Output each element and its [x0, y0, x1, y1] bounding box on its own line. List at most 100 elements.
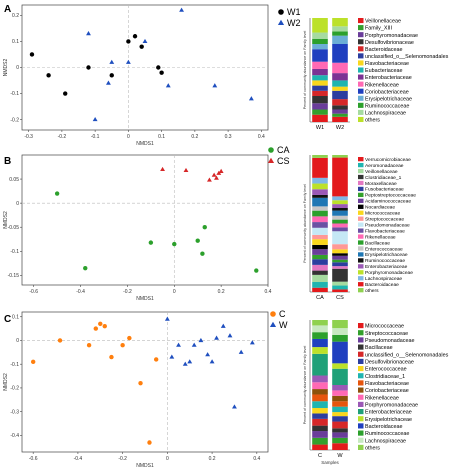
panel-c-bar-segment-w [332, 341, 348, 364]
panel-a-bar-segment-w1 [312, 49, 328, 62]
panel-c-letter: C [4, 314, 11, 325]
panel-b-legend-swatch [358, 222, 364, 227]
panel-a-bar-segment-w2 [332, 116, 348, 122]
panel-c-y-tick-label: -0.3 [10, 409, 19, 415]
panel-b-bar-segment-cs [332, 281, 348, 286]
panel-c-point-w [232, 404, 237, 409]
panel-c-legend-entry: others [365, 446, 380, 452]
panel-a-x-tick-label: -0.1 [91, 134, 100, 140]
panel-a-legend-entry: Flavobacteriaceae [365, 61, 409, 67]
panel-c-bar-segment-w [332, 437, 348, 444]
panel-b-legend-swatch [358, 240, 364, 245]
panel-c-bar-segment-c [312, 408, 328, 414]
panel-c-legend-swatch [358, 344, 364, 350]
panel-b-point-ca [54, 191, 60, 196]
panel-a-letter: A [4, 4, 11, 15]
panel-a-legend-swatch [358, 67, 364, 73]
panel-a-bar-segment-w2 [332, 113, 348, 117]
panel-c-y-tick-label: -0.2 [10, 386, 19, 392]
panel-c-bar-segment-w [332, 363, 348, 369]
panel-b-bar-segment-ca [312, 222, 328, 228]
panel-c-point-w [220, 323, 226, 328]
panel-b-legend-swatch [358, 204, 364, 209]
panel-b-legend-marker-cs [267, 157, 275, 164]
panel-b-legend-entry: Bacteroidaceae [365, 282, 399, 288]
panel-b-bar-y-axis-label: Percent of community abundance on Family… [303, 184, 307, 263]
panel-c-point-w [227, 333, 233, 338]
panel-a-bar-segment-w1 [312, 44, 328, 50]
panel-c-point-w [198, 337, 204, 343]
panel-c-point-c [120, 343, 125, 348]
panel-a-point-w2 [109, 59, 115, 64]
panel-b-point-cs [183, 167, 189, 172]
panel-b-bar-segment-cs [332, 210, 348, 216]
panel-b-bar-segment-ca [312, 157, 328, 178]
panel-b-bar-segment-cs [332, 268, 348, 282]
panel-c-point-c [57, 338, 63, 343]
panel-a-bar-segment-w2 [332, 26, 348, 32]
panel-c-legend-swatch [358, 430, 364, 436]
panel-b-bar-segment-ca [312, 249, 328, 255]
panel-b-legend-entry: Streptococcaceae [365, 216, 404, 222]
panel-a-x-tick-label: 0.1 [158, 134, 165, 140]
panel-c-x-tick-label: 0 [166, 456, 169, 462]
panel-c-point-c [102, 324, 107, 329]
panel-a-legend-entry: Bacteroidaceae [365, 47, 402, 53]
panel-c-x-tick-label: 0.2 [209, 456, 216, 462]
panel-c-bar-segment-c [312, 375, 328, 383]
panel-b-legend-swatch [358, 216, 364, 221]
panel-a-legend-swatch [358, 74, 364, 80]
panel-a-bar: W1 W2 Percent of community abundance on Fa… [303, 18, 449, 131]
panel-b-legend-swatch [358, 270, 364, 275]
panel-a-legend-entry: Family_XIII [365, 26, 392, 32]
panel-b-bar-segment-ca [312, 177, 328, 184]
panel-b-y-tick-label: -0.15 [8, 273, 20, 279]
panel-c-bar-segment-w [332, 385, 348, 391]
panel-a-legend-swatch [358, 116, 364, 123]
panel-c-bar-segment-w [332, 443, 348, 450]
panel-a-x-tick-label: 0.2 [191, 134, 198, 140]
panel-c-legend-swatch [358, 409, 364, 415]
panel-b-legend-swatch [358, 234, 364, 239]
panel-b-point-cs [211, 172, 217, 177]
panel-b-bar-segment-cs [332, 285, 348, 290]
panel-a-legend-entry: Erysipelotrichaceae [365, 96, 412, 102]
panel-b-bar-segment-ca [312, 189, 328, 195]
panel-b-bar-segment-ca [312, 287, 328, 292]
panel-a-legend-swatch [358, 25, 364, 31]
panel-c-bar-category-label: W [337, 453, 343, 459]
panel-c-bar-segment-c [312, 325, 328, 333]
panel-a-point-w1 [132, 34, 138, 39]
panel-b-bar-segment-cs [332, 215, 348, 220]
panel-a-legend-swatch [358, 32, 364, 38]
panel-c-legend-entry: Erysipelotrichaceae [365, 417, 412, 423]
panel-a-legend-marker-w2 [277, 19, 285, 26]
panel-b-bar-segment-cs [332, 204, 348, 208]
panel-c-legend-entry: Porphyromonadaceae [365, 403, 418, 409]
panel-a-point-w1 [126, 39, 131, 44]
panel-a-bar-segment-w2 [332, 105, 348, 110]
panel-c-bar-x-axis-label: Samples [321, 460, 339, 465]
panel-c-bar-segment-c [312, 444, 328, 450]
panel-c-legend-entry: Enterococcaceae [365, 367, 407, 373]
panel-c-bar-segment-c [312, 401, 328, 409]
panel-a-point-w1 [29, 52, 35, 57]
panel-b-bar-segment-ca [312, 183, 328, 190]
panel-b-legend-swatch [358, 174, 364, 180]
panel-b-y-tick-label: 0.05 [9, 177, 19, 183]
panel-c-x-tick-label: -0.4 [74, 456, 83, 462]
panel-a-bar-segment-w1 [312, 61, 328, 69]
panel-c: C -0.6 -0.4 -0.2 0 0.2 0.4 -0.4 -0.3 -0.2 -0.1 0 0.… [3, 309, 449, 469]
panel-b-legend-swatch [358, 264, 364, 269]
panel-a-point-w2 [248, 96, 254, 101]
panel-c-legend-swatch [358, 366, 364, 372]
panel-b-legend-entry: Pseudomonadaceae [365, 222, 410, 228]
panel-b-bar-segment-ca [312, 234, 328, 240]
panel-b-legend-entry: Erysipelotrichaceae [365, 252, 408, 258]
panel-a-point-w1 [156, 65, 161, 70]
panel-c-bar-segment-c [312, 418, 328, 426]
panel-b-point-cs [216, 170, 222, 175]
panel-a-bar-segment-w2 [332, 73, 348, 81]
panel-b-legend-swatch [358, 162, 364, 168]
